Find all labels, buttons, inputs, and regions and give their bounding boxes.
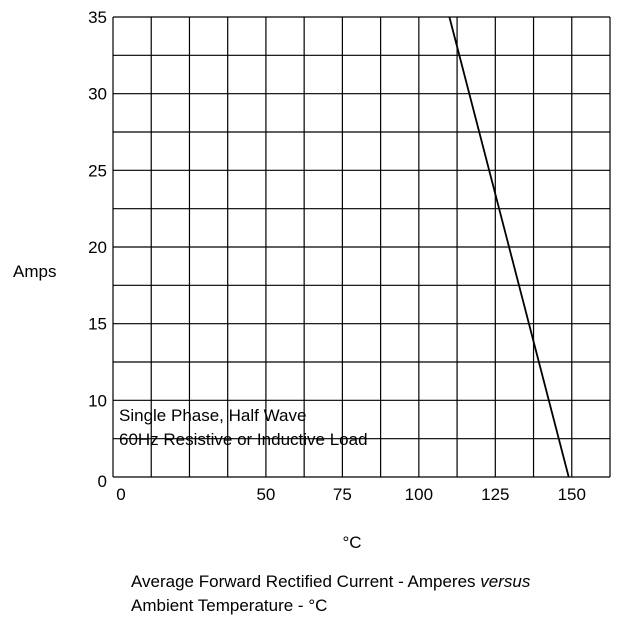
y-tick-label: 0 (98, 472, 107, 491)
y-axis-label: Amps (13, 262, 56, 281)
x-tick-label: 75 (333, 485, 352, 504)
x-tick-label: 125 (481, 485, 509, 504)
chart-marks (448, 16, 570, 478)
caption-line-2: Ambient Temperature - °C (131, 596, 328, 615)
series-line (448, 16, 570, 478)
chart-caption: Average Forward Rectified Current - Ampe… (131, 570, 530, 618)
y-tick-label: 30 (88, 85, 107, 104)
caption-italic-versus: versus (480, 572, 531, 591)
chart-grid (112, 16, 611, 478)
chart-annotation-line: 60Hz Resistive or Inductive Load (119, 430, 368, 449)
y-tick-label: 15 (88, 315, 107, 334)
caption-text: Average Forward Rectified Current - Ampe… (131, 572, 481, 591)
y-tick-label: 35 (88, 8, 107, 27)
chart-annotation-line: Single Phase, Half Wave (119, 406, 306, 425)
x-tick-label: 50 (256, 485, 275, 504)
y-tick-label: 10 (88, 391, 107, 410)
y-tick-label: 20 (88, 238, 107, 257)
y-tick-label: 25 (88, 161, 107, 180)
chart-labels: 010152025303505075100125150175Amps°CSing… (13, 8, 586, 552)
x-tick-label: 150 (558, 485, 586, 504)
x-tick-label: 100 (405, 485, 433, 504)
x-axis-label: °C (342, 533, 361, 552)
x-tick-label: 0 (116, 485, 125, 504)
caption-line-1: Average Forward Rectified Current - Ampe… (131, 570, 530, 594)
